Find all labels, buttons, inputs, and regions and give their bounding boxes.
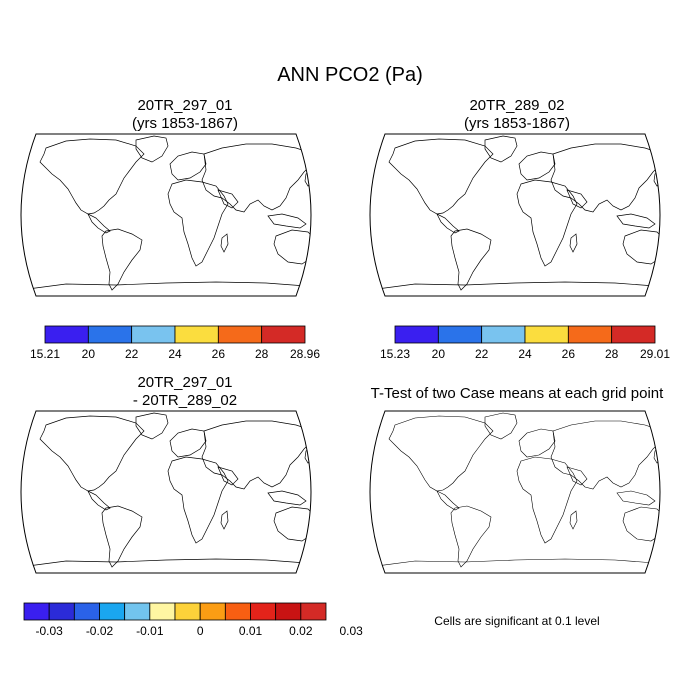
colorbar-tick-label: 29.01: [640, 347, 670, 361]
colorbar-swatch: [261, 325, 306, 344]
colorbar-tick-label: 24: [518, 347, 532, 361]
difference-name-b: - 20TR_289_02: [132, 392, 238, 409]
case2-name: 20TR_289_02: [469, 97, 565, 114]
colorbar-swatch: [44, 325, 89, 344]
colorbar-swatch: [275, 602, 302, 621]
colorbar-tick-label: 0.01: [239, 624, 263, 638]
map-ttest: [369, 410, 661, 574]
colorbar-tick-label: -0.02: [86, 624, 114, 638]
colorbar-tick-label: 22: [125, 347, 139, 361]
colorbar-swatch: [48, 602, 75, 621]
colorbar-tick-label: 24: [168, 347, 182, 361]
map-case2: [369, 133, 661, 297]
colorbar-tick-label: 20: [432, 347, 446, 361]
colorbar-tick-label: 0.02: [289, 624, 313, 638]
colorbar-tick-label: 22: [475, 347, 489, 361]
colorbar-swatch: [394, 325, 439, 344]
colorbar-swatch: [300, 602, 327, 621]
colorbar-swatch: [174, 325, 219, 344]
map-difference: [20, 410, 312, 574]
colorbar-swatch: [567, 325, 613, 344]
difference-name-a: 20TR_297_01: [137, 374, 233, 391]
colorbar-tick-label: -0.01: [136, 624, 164, 638]
colorbar-swatch: [23, 602, 50, 621]
figure-title: ANN PCO2 (Pa): [277, 64, 423, 86]
colorbar-tick-label: 20: [82, 347, 96, 361]
colorbar-tick-label: 0: [197, 624, 204, 638]
colorbar-swatch: [124, 602, 151, 621]
colorbar-swatch: [174, 602, 201, 621]
colorbar-swatch: [87, 325, 133, 344]
case1-name: 20TR_297_01: [137, 97, 233, 114]
panel-title-ttest: T-Test of two Case means at each grid po…: [370, 385, 664, 402]
colorbar-tick-label: -0.03: [35, 624, 63, 638]
colorbar-swatch: [437, 325, 483, 344]
colorbar-swatch: [99, 602, 126, 621]
colorbar-tick-label: 28: [605, 347, 619, 361]
colorbar-swatch: [131, 325, 176, 344]
colorbar-swatch: [611, 325, 656, 344]
colorbar-tick-label: 26: [562, 347, 576, 361]
colorbar-tick-label: 26: [212, 347, 226, 361]
colorbar-tick-label: 15.21: [30, 347, 60, 361]
panel-title-difference: 20TR_297_01 - 20TR_289_02: [25, 374, 345, 410]
colorbar-swatch: [481, 325, 526, 344]
panel-title-case2: 20TR_289_02 (yrs 1853-1867): [357, 97, 677, 133]
colorbar-difference: -0.03 -0.02 -0.01 0 0.01 0.02 0.03: [23, 602, 363, 638]
colorbar-swatch: [524, 325, 569, 344]
colorbar-tick-label: 28.96: [290, 347, 320, 361]
colorbar-swatch: [217, 325, 263, 344]
colorbar-case1: 15.21 20 22 24 26 28 28.96: [30, 325, 320, 361]
colorbar-tick-label: 15.23: [380, 347, 410, 361]
colorbar-swatch: [73, 602, 100, 621]
case1-years: (yrs 1853-1867): [132, 115, 238, 132]
panel-title-case1: 20TR_297_01 (yrs 1853-1867): [25, 97, 345, 133]
significance-note: Cells are significant at 0.1 level: [434, 614, 600, 628]
colorbar-tick-label: 28: [255, 347, 269, 361]
colorbar-swatch: [149, 602, 176, 621]
case2-years: (yrs 1853-1867): [464, 115, 570, 132]
colorbar-swatch: [199, 602, 226, 621]
colorbar-tick-label: 0.03: [339, 624, 363, 638]
colorbar-case2: 15.23 20 22 24 26 28 29.01: [380, 325, 670, 361]
colorbar-swatch: [250, 602, 277, 621]
map-case1: [20, 133, 312, 297]
colorbar-swatch: [224, 602, 251, 621]
